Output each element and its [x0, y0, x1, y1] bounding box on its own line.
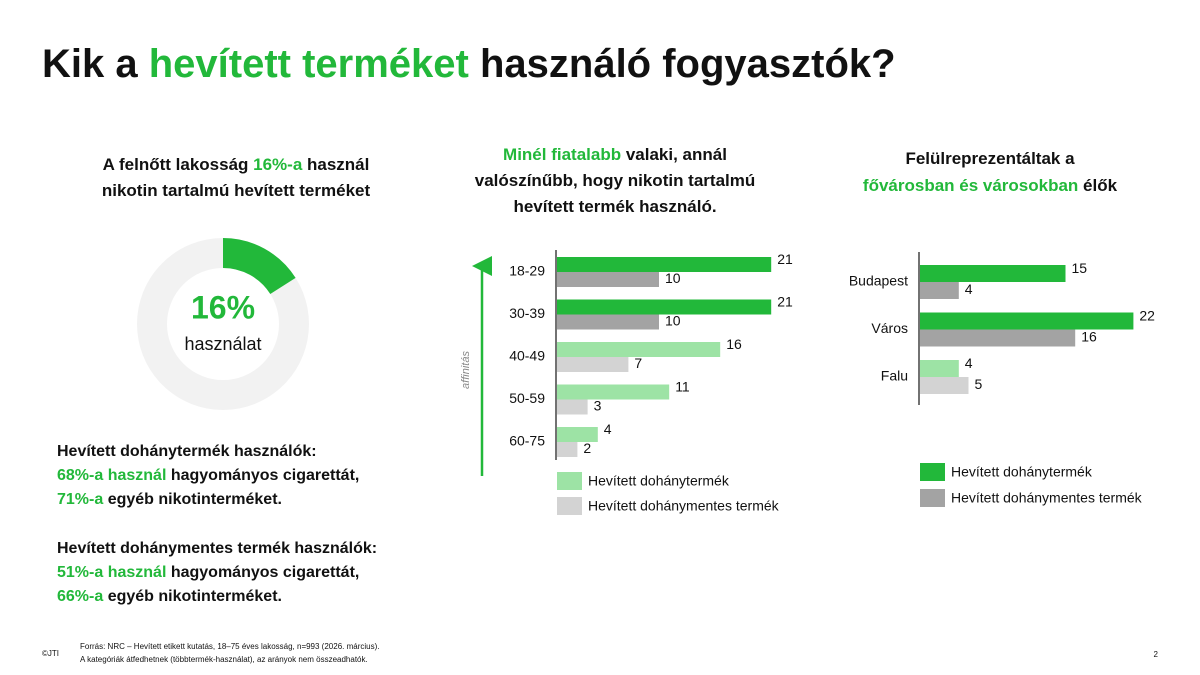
donut-value: 16% [191, 289, 255, 325]
category-label: Város [871, 320, 908, 336]
bar [920, 265, 1066, 282]
text-part: Kik a [42, 42, 149, 86]
text-part: élők [1078, 176, 1117, 195]
value-label: 22 [1139, 308, 1155, 324]
location-heading: fővárosban és városokban élők [863, 176, 1118, 195]
bar [920, 282, 959, 299]
highlight-text: 16%-a [253, 155, 303, 174]
paragraph-1: 68%-a használ hagyományos cigarettát, [57, 467, 359, 484]
donut-segment [222, 238, 296, 295]
copyright: ©JTI [42, 649, 59, 658]
value-label: 11 [675, 379, 690, 395]
paragraph-1: Hevített dohánytermék használók: [57, 443, 317, 460]
text-part: hagyományos cigarettát, [166, 467, 359, 484]
text-part: hagyományos cigarettát, [166, 564, 359, 581]
text-part: egyéb nikotinterméket. [103, 491, 282, 508]
legend-swatch [920, 463, 945, 481]
paragraph-2: Hevített dohánymentes termék használók: [57, 540, 377, 557]
bar [557, 257, 772, 272]
highlight-text: fővárosban és városokban [863, 176, 1078, 195]
category-label: Falu [881, 368, 908, 384]
location-heading: Felülreprezentáltak a [905, 149, 1075, 168]
paragraph-1: 71%-a egyéb nikotinterméket. [57, 491, 282, 508]
bar [557, 342, 721, 357]
page-number: 2 [1154, 650, 1159, 659]
bar [920, 360, 959, 377]
category-label: 40-49 [509, 348, 545, 364]
bar [557, 357, 629, 372]
value-label: 21 [777, 294, 793, 310]
legend-swatch [920, 489, 945, 507]
text-part: egyéb nikotinterméket. [103, 588, 282, 605]
legend-label: Hevített dohánymentes termék [588, 498, 780, 514]
value-label: 15 [1072, 260, 1088, 276]
footnote: A kategóriák átfedhetnek (többtermék-has… [80, 655, 368, 664]
bar [557, 427, 598, 442]
paragraph-2: 51%-a használ hagyományos cigarettát, [57, 564, 359, 581]
text-part: A felnőtt lakosság [103, 155, 254, 174]
bar [557, 299, 772, 315]
text-part: valószínűbb, hogy nikotin tartalmú [475, 171, 756, 190]
paragraph-2: 66%-a egyéb nikotinterméket. [57, 588, 282, 605]
donut-center-text: használat [184, 334, 261, 354]
bar [557, 442, 578, 457]
text-part: nikotin tartalmú hevített terméket [102, 181, 371, 200]
text-part: ©JTI [42, 649, 59, 658]
bar [920, 377, 969, 394]
donut-heading: nikotin tartalmú hevített terméket [102, 181, 371, 200]
value-label: 2 [583, 440, 591, 456]
text-part: hevített termék használó. [513, 197, 716, 216]
text-part: Hevített dohánymentes termék használók: [57, 540, 377, 557]
highlight-text: 68%-a használ [57, 467, 166, 484]
age-heading: Minél fiatalabb valaki, annál [503, 145, 727, 164]
donut-heading: A felnőtt lakosság 16%-a használ [103, 155, 370, 174]
category-label: 18-29 [509, 263, 545, 279]
bar [557, 314, 659, 330]
legend-swatch [557, 472, 582, 490]
age-heading: hevített termék használó. [513, 197, 716, 216]
highlight-text: 71%-a [57, 491, 103, 508]
text-part: Hevített dohánytermék használók: [57, 443, 317, 460]
bar [920, 329, 1076, 347]
title: Kik a hevített terméket használó fogyasz… [42, 42, 896, 86]
legend-label: Hevített dohánytermék [951, 464, 1093, 480]
bar [920, 312, 1134, 330]
category-label: 30-39 [509, 305, 545, 321]
value-label: 21 [777, 251, 793, 267]
value-label: 16 [726, 336, 742, 352]
bar [557, 272, 659, 287]
bar [557, 399, 588, 415]
text-part: valaki, annál [621, 145, 727, 164]
value-label: 7 [634, 355, 642, 371]
legend-label: Hevített dohánymentes termék [951, 490, 1143, 506]
text-part: használ [302, 155, 369, 174]
value-label: 10 [665, 313, 681, 329]
highlight-text: 66%-a [57, 588, 103, 605]
highlight-text: 51%-a használ [57, 564, 166, 581]
age-heading: valószínűbb, hogy nikotin tartalmú [475, 171, 756, 190]
text-part: 2 [1154, 650, 1159, 659]
highlight-text: hevített terméket [149, 42, 469, 86]
value-label: 4 [965, 355, 973, 371]
value-label: 5 [975, 376, 983, 392]
category-label: Budapest [849, 273, 908, 289]
value-label: 16 [1081, 329, 1097, 345]
text-part: Felülreprezentáltak a [905, 149, 1075, 168]
footnote: Forrás: NRC – Hevített etikett kutatás, … [80, 642, 379, 651]
text-part: Forrás: NRC – Hevített etikett kutatás, … [80, 642, 379, 651]
value-label: 10 [665, 270, 681, 286]
text-part: használó fogyasztók? [469, 42, 896, 86]
bar [557, 384, 670, 400]
category-label: 50-59 [509, 390, 545, 406]
legend-swatch [557, 497, 582, 515]
legend-label: Hevített dohánytermék [588, 473, 730, 489]
axis-note: affinitás [460, 351, 472, 389]
value-label: 4 [965, 281, 973, 297]
highlight-text: Minél fiatalabb [503, 145, 621, 164]
text-part: A kategóriák átfedhetnek (többtermék-has… [80, 655, 368, 664]
category-label: 60-75 [509, 433, 545, 449]
value-label: 4 [604, 421, 612, 437]
value-label: 3 [594, 398, 602, 414]
